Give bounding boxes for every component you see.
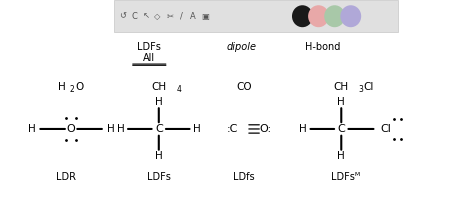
Text: H-bond: H-bond: [305, 42, 340, 52]
Ellipse shape: [324, 5, 345, 27]
Text: C: C: [337, 124, 345, 134]
Bar: [114, 0, 398, 32]
Text: 4: 4: [176, 85, 181, 94]
Text: C: C: [132, 12, 137, 21]
Text: Cl: Cl: [364, 82, 374, 92]
Text: ↖: ↖: [143, 12, 149, 21]
Text: H: H: [337, 151, 345, 161]
Text: -: -: [55, 123, 59, 135]
Text: H: H: [28, 124, 36, 134]
Text: Cl: Cl: [381, 124, 392, 134]
Text: H: H: [155, 97, 163, 107]
Text: :C: :C: [227, 124, 238, 134]
Text: LDFsᴹ: LDFsᴹ: [331, 172, 361, 182]
Text: All: All: [143, 53, 155, 63]
Ellipse shape: [292, 5, 313, 27]
Text: CH: CH: [334, 82, 349, 92]
Text: /: /: [180, 12, 182, 21]
Text: ↺: ↺: [119, 12, 126, 21]
Ellipse shape: [340, 5, 361, 27]
Text: CO: CO: [237, 82, 252, 92]
Text: O: O: [75, 82, 84, 92]
Text: 3: 3: [359, 85, 364, 94]
Text: CH: CH: [151, 82, 166, 92]
Text: LDfs: LDfs: [233, 172, 255, 182]
Text: O:: O:: [259, 124, 272, 134]
Text: C: C: [155, 124, 163, 134]
Text: ▣: ▣: [201, 12, 209, 21]
Text: LDFs: LDFs: [147, 172, 171, 182]
Text: H: H: [155, 151, 163, 161]
Text: H: H: [117, 124, 125, 134]
Ellipse shape: [308, 5, 329, 27]
Text: H: H: [107, 124, 114, 134]
Text: H: H: [337, 97, 345, 107]
Text: H: H: [193, 124, 201, 134]
Text: LDR: LDR: [56, 172, 76, 182]
Text: -: -: [83, 123, 88, 135]
Text: ◇: ◇: [154, 12, 161, 21]
Text: LDFs: LDFs: [137, 42, 161, 52]
Text: A: A: [190, 12, 195, 21]
Text: O: O: [67, 124, 75, 134]
Text: H: H: [58, 82, 65, 92]
Text: H: H: [300, 124, 307, 134]
Text: ✂: ✂: [166, 12, 173, 21]
Text: 2: 2: [70, 85, 74, 94]
Text: dipole: dipole: [227, 42, 257, 52]
